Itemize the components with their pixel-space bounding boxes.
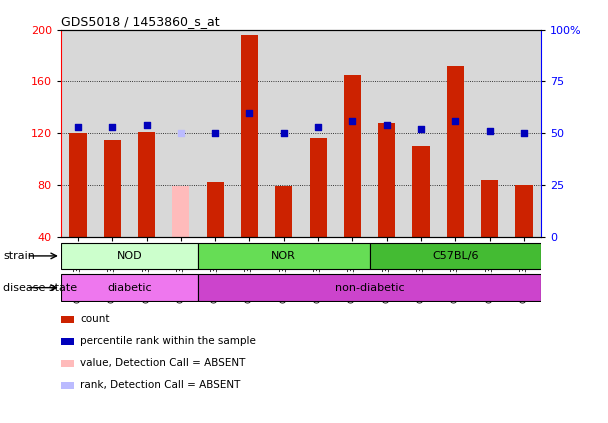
Text: NOR: NOR [271, 251, 296, 261]
Text: value, Detection Call = ABSENT: value, Detection Call = ABSENT [80, 358, 246, 368]
Text: diabetic: diabetic [107, 283, 152, 293]
Point [73, 124, 83, 130]
Bar [516, 185, 533, 237]
Bar [69, 133, 86, 237]
Text: percentile rank within the sample: percentile rank within the sample [80, 336, 256, 346]
Bar [447, 66, 464, 237]
Bar [275, 187, 292, 237]
Text: disease state: disease state [3, 283, 77, 293]
Bar [172, 187, 190, 237]
Point [210, 130, 220, 137]
Point [382, 121, 392, 128]
Point [485, 128, 494, 135]
Point [108, 124, 117, 130]
Text: C57BL/6: C57BL/6 [432, 251, 478, 261]
Bar [207, 182, 224, 237]
Point [451, 118, 460, 124]
Bar [370, 243, 541, 269]
Point [416, 126, 426, 132]
Text: count: count [80, 314, 110, 324]
Bar [412, 146, 430, 237]
Text: GDS5018 / 1453860_s_at: GDS5018 / 1453860_s_at [61, 16, 219, 28]
Point [313, 124, 323, 130]
Text: non-diabetic: non-diabetic [335, 283, 404, 293]
Point [519, 130, 529, 137]
Bar [104, 140, 121, 237]
Bar [241, 35, 258, 237]
Point [244, 109, 254, 116]
Bar [198, 243, 370, 269]
Point [142, 121, 151, 128]
Bar [61, 275, 198, 301]
Bar [378, 123, 395, 237]
Bar [481, 180, 498, 237]
Text: rank, Detection Call = ABSENT: rank, Detection Call = ABSENT [80, 380, 241, 390]
Bar [309, 138, 326, 237]
Point [348, 118, 358, 124]
Text: strain: strain [3, 251, 35, 261]
Bar [138, 132, 155, 237]
Bar [198, 275, 541, 301]
Bar [61, 243, 198, 269]
Text: NOD: NOD [117, 251, 142, 261]
Bar [344, 75, 361, 237]
Point [279, 130, 289, 137]
Point [176, 130, 186, 137]
